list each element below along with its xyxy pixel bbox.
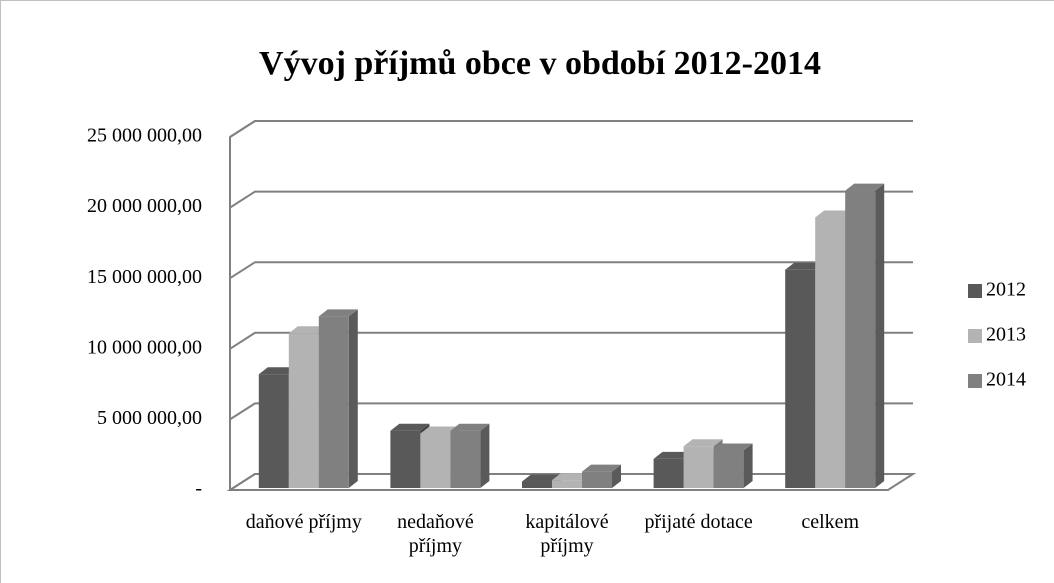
- bar-side: [348, 309, 358, 488]
- bar: [390, 430, 421, 488]
- bar-top: [713, 443, 753, 451]
- y-tick-label: 5 000 000,00: [97, 407, 202, 429]
- bar: [845, 190, 876, 488]
- bar-top: [785, 262, 825, 270]
- bar-top: [450, 423, 490, 431]
- bar-top: [845, 183, 885, 191]
- legend-swatch: [968, 329, 982, 343]
- bar-side: [612, 464, 621, 488]
- bar-top: [815, 210, 855, 218]
- bar: [288, 333, 319, 488]
- y-tick-label: 25 000 000,00: [87, 125, 202, 147]
- bar: [522, 481, 552, 488]
- bar-top: [683, 439, 723, 447]
- x-tick-label: přijaté dotace: [644, 511, 753, 533]
- bar: [552, 480, 582, 488]
- bar-top: [288, 326, 328, 334]
- bar: [450, 430, 481, 488]
- bar: [653, 458, 684, 488]
- bar-side: [480, 423, 490, 488]
- grid-line: [229, 331, 913, 350]
- bar: [420, 433, 451, 488]
- grid-line: [229, 190, 913, 209]
- bar-top: [522, 474, 561, 482]
- bar-top: [420, 426, 460, 434]
- y-tick-label: 10 000 000,00: [87, 336, 202, 358]
- bar-top: [582, 464, 621, 472]
- bar-top: [318, 309, 358, 317]
- legend-swatch: [968, 284, 982, 298]
- bar: [785, 269, 816, 488]
- bar: [582, 471, 612, 488]
- chart-title: Vývoj příjmů obce v období 2012-2014: [259, 45, 821, 82]
- bar-top: [390, 423, 430, 431]
- grid-line: [229, 402, 913, 421]
- grid-line: [229, 261, 913, 280]
- x-tick-label: kapitálové příjmy: [525, 511, 609, 557]
- legend-label: 2012: [986, 279, 1026, 301]
- bar: [258, 374, 289, 488]
- legend-label: 2013: [986, 324, 1026, 346]
- x-tick-label: nedaňové příjmy: [397, 511, 474, 557]
- bar-top: [653, 451, 693, 459]
- y-tick-label: 15 000 000,00: [87, 266, 202, 288]
- x-tick-label: celkem: [801, 511, 860, 533]
- bar-side: [743, 443, 753, 488]
- bar-side: [875, 183, 885, 488]
- bar: [318, 316, 349, 488]
- bar: [713, 450, 744, 488]
- x-tick-label: daňové příjmy: [245, 511, 362, 533]
- bar-top: [258, 367, 298, 375]
- y-tick-label: -: [195, 478, 202, 500]
- bar: [683, 446, 714, 488]
- bar-top: [552, 473, 591, 481]
- bar: [815, 217, 846, 488]
- grid-line: [229, 120, 913, 138]
- legend-swatch: [968, 374, 982, 388]
- legend-label: 2014: [986, 369, 1026, 391]
- y-tick-label: 20 000 000,00: [87, 195, 202, 217]
